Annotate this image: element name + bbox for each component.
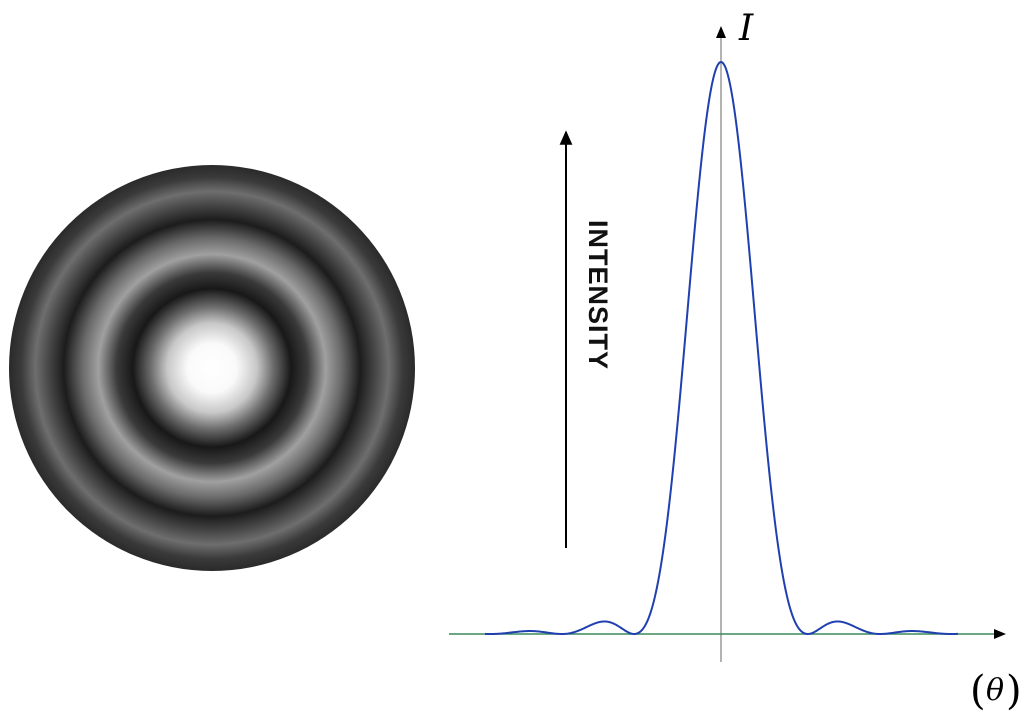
intensity-curve	[484, 60, 959, 636]
x-axis-label-close-paren: )	[1006, 668, 1022, 714]
y-axis-label: I	[738, 8, 754, 49]
x-axis-label-open-paren: (	[970, 668, 986, 714]
airy-disk-pattern	[9, 165, 415, 571]
horizontal-axis-arrowhead	[994, 629, 1006, 639]
x-axis-label: θ	[986, 673, 1004, 708]
intensity-arrow-label: INTENSITY	[583, 220, 613, 370]
vertical-axis-arrowhead	[716, 26, 726, 38]
